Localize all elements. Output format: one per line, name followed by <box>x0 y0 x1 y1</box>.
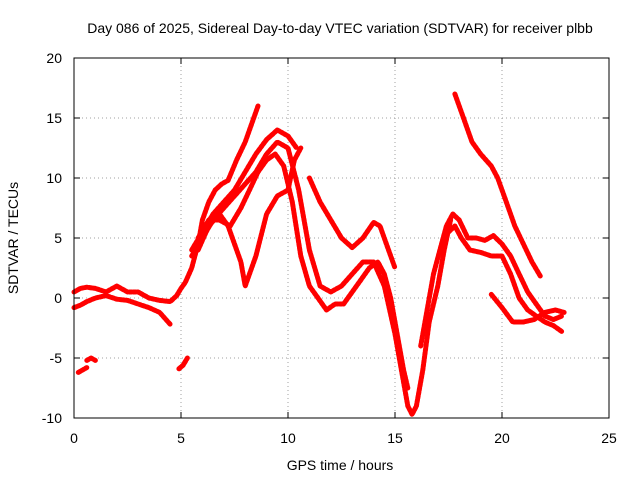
series-group <box>71 91 567 417</box>
chart-title: Day 086 of 2025, Sidereal Day-to-day VTE… <box>87 20 593 36</box>
series-trace-7 <box>418 211 565 349</box>
series-trace-1 <box>71 103 261 305</box>
y-tick-label: 20 <box>46 50 62 66</box>
y-tick-label: 15 <box>46 110 62 126</box>
series-trace-12 <box>75 365 90 375</box>
ticks: 0 5 10 15 20 25 -10 -5 0 5 10 15 20 <box>42 50 617 446</box>
series-trace-3 <box>189 139 454 417</box>
x-tick-label: 20 <box>494 430 510 446</box>
y-tick-label: 10 <box>46 170 62 186</box>
x-tick-label: 0 <box>70 430 78 446</box>
series-trace-6 <box>306 175 398 271</box>
x-tick-label: 5 <box>177 430 185 446</box>
y-tick-label: -10 <box>42 410 62 426</box>
series-trace-10 <box>488 291 567 325</box>
series-trace-11 <box>71 293 173 327</box>
x-tick-label: 10 <box>280 430 296 446</box>
series-trace-9 <box>452 91 543 279</box>
series-trace-14 <box>176 355 190 372</box>
x-axis-label: GPS time / hours <box>287 457 394 473</box>
y-tick-label: 5 <box>54 230 62 246</box>
series-trace-13 <box>84 355 98 363</box>
y-tick-label: 0 <box>54 290 62 306</box>
x-tick-label: 15 <box>387 430 403 446</box>
y-axis-label: SDTVAR / TECUs <box>5 182 21 294</box>
x-tick-label: 25 <box>601 430 617 446</box>
series-trace-5 <box>195 151 411 391</box>
grid <box>74 58 609 418</box>
series-trace-8 <box>446 223 565 335</box>
y-tick-label: -5 <box>50 350 63 366</box>
